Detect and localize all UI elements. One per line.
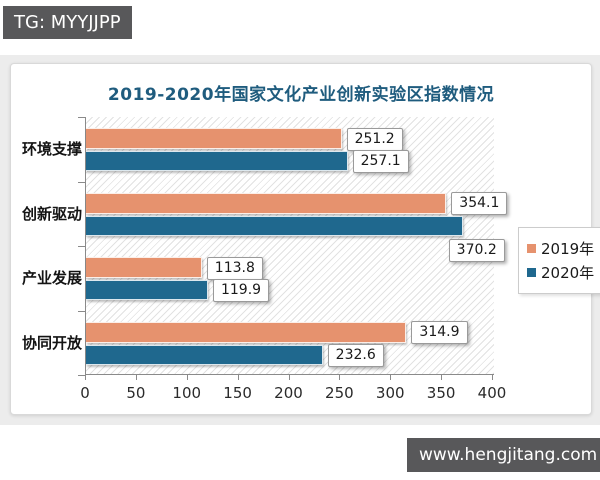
- plot-area: 251.2 354.1 113.8 314.9 257.1 370.2 119.9 232.6: [85, 117, 508, 375]
- x-tick-label: 50: [126, 384, 146, 402]
- value-label: 257.1: [352, 150, 409, 173]
- value-label: 232.6: [327, 343, 384, 367]
- x-axis-tick: [492, 375, 493, 380]
- bar-2019年-环境支撑: [86, 128, 342, 149]
- legend-item: 2020年: [527, 262, 594, 283]
- legend-label: 2019年: [541, 240, 595, 258]
- x-axis-tick: [85, 375, 86, 380]
- x-tick-label: 200: [274, 384, 303, 402]
- bar-2019年-创新驱动: [86, 192, 447, 214]
- x-axis-tick: [288, 375, 290, 380]
- bar-2020年-环境支撑: [86, 151, 348, 171]
- x-tick-label: 0: [80, 384, 90, 402]
- x-tick-label: 100: [172, 384, 202, 402]
- chart-title: 2019-2020年国家文化产业创新实验区指数情况: [107, 85, 495, 105]
- x-tick-label: 350: [426, 384, 456, 402]
- value-label: 251.2: [346, 127, 403, 151]
- value-label: 370.2: [448, 238, 505, 262]
- x-tick-label: 400: [477, 384, 507, 402]
- x-axis-tick: [339, 375, 341, 380]
- bar-2020年-协同开放: [86, 344, 323, 365]
- category-label: 产业发展: [21, 269, 82, 288]
- website-url-watermark: www.hengjitang.com: [407, 438, 600, 472]
- category-axis-tick: [78, 311, 85, 312]
- legend-swatch-icon: [527, 244, 536, 253]
- x-tick-label: 150: [223, 384, 252, 402]
- x-axis-tick: [237, 375, 239, 380]
- category-label: 创新驱动: [21, 204, 82, 223]
- category-label: 环境支撑: [21, 140, 82, 159]
- bar-2020年-产业发展: [86, 280, 208, 300]
- value-label: 113.8: [206, 256, 263, 280]
- value-label: 119.9: [212, 279, 270, 302]
- value-label: 354.1: [451, 192, 508, 215]
- x-tick-label: 250: [325, 384, 354, 402]
- chart-card: 2019-2020年国家文化产业创新实验区指数情况 251.2 354.1 113.…: [10, 63, 600, 415]
- legend: 2019年 2020年: [518, 227, 600, 294]
- x-axis-tick: [135, 375, 137, 380]
- category-axis-tick: [78, 246, 85, 247]
- legend-label: 2020年: [541, 264, 595, 282]
- bar-2020年-创新驱动: [86, 215, 463, 236]
- bar-2019年-协同开放: [86, 321, 407, 343]
- bar-2019年-产业发展: [86, 257, 202, 278]
- x-axis-tick: [441, 375, 443, 380]
- x-axis-tick: [390, 375, 392, 380]
- category-label: 协同开放: [21, 333, 82, 352]
- legend-swatch-icon: [527, 268, 536, 277]
- telegram-handle-watermark: TG: MYYJJPP: [3, 6, 132, 39]
- legend-item: 2019年: [527, 238, 594, 259]
- value-label: 314.9: [411, 321, 468, 344]
- category-axis-tick: [78, 375, 85, 376]
- category-axis-tick: [78, 182, 85, 183]
- x-tick-label: 300: [375, 384, 405, 402]
- x-axis-tick: [186, 375, 188, 380]
- category-axis-tick: [78, 117, 85, 118]
